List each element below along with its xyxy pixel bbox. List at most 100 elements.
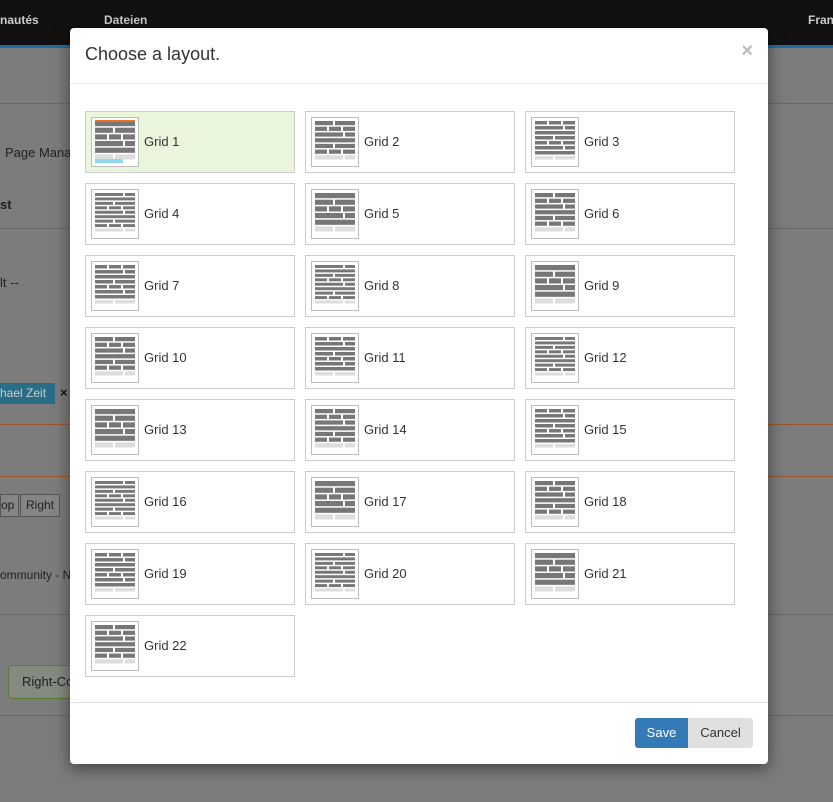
layout-option[interactable]: Grid 7: [85, 255, 295, 317]
thumb-part: [535, 573, 563, 579]
thumb-part: [95, 337, 113, 342]
select[interactable]: lt --: [0, 275, 19, 290]
layout-option[interactable]: Grid 20: [305, 543, 515, 605]
thumb-part: [335, 199, 355, 205]
thumb-part: [335, 487, 355, 493]
thumb-part: [95, 507, 113, 511]
thumb-part: [329, 414, 341, 419]
thumb-part: [343, 437, 355, 442]
nav-item[interactable]: Dateien: [104, 13, 148, 27]
layout-option[interactable]: Grid 16: [85, 471, 295, 533]
layout-option[interactable]: Grid 12: [525, 327, 735, 389]
layout-thumbnail: [91, 189, 139, 239]
thumb-part: [345, 501, 355, 507]
cancel-button[interactable]: Cancel: [688, 718, 753, 748]
save-button[interactable]: Save: [635, 718, 688, 748]
thumb-part: [555, 156, 575, 160]
layout-option[interactable]: Grid 19: [85, 543, 295, 605]
layout-option[interactable]: Grid 14: [305, 399, 515, 461]
thumb-part: [335, 291, 355, 295]
thumb-part: [315, 296, 327, 300]
layout-option[interactable]: Grid 5: [305, 183, 515, 245]
thumb-part: [315, 507, 355, 513]
layout-option[interactable]: Grid 1: [85, 111, 295, 173]
thumb-part: [315, 588, 343, 592]
close-button[interactable]: ×: [741, 40, 753, 62]
thumb-part: [125, 659, 135, 664]
thumb-part: [343, 357, 355, 361]
thumb-part: [535, 146, 563, 150]
thumb-part: [535, 285, 563, 291]
button[interactable]: op: [0, 494, 19, 517]
tag-remove[interactable]: ×: [60, 385, 68, 400]
thumb-part: [315, 132, 343, 137]
thumb-part: [343, 206, 355, 212]
layout-option[interactable]: Grid 10: [85, 327, 295, 389]
thumb-part: [125, 516, 135, 520]
thumb-part: [535, 368, 547, 372]
thumb-part: [123, 573, 135, 577]
thumb-part: [115, 201, 135, 205]
layout-option[interactable]: Grid 22: [85, 615, 295, 677]
thumb-part: [315, 437, 327, 442]
layout-option[interactable]: Grid 2: [305, 111, 515, 173]
thumb-part: [535, 221, 547, 226]
layout-option[interactable]: Grid 17: [305, 471, 515, 533]
thumb-part: [95, 485, 135, 489]
layout-label: Grid 13: [144, 422, 187, 437]
thumb-part: [315, 337, 327, 341]
thumb-part: [123, 422, 135, 428]
thumb-part: [563, 409, 575, 413]
layout-option[interactable]: Grid 4: [85, 183, 295, 245]
thumb-part: [95, 342, 107, 347]
thumb-part: [565, 285, 575, 291]
button[interactable]: Right: [20, 494, 60, 517]
layout-option[interactable]: Grid 8: [305, 255, 515, 317]
layout-thumbnail: [531, 549, 579, 599]
thumb-part: [95, 653, 107, 658]
thumb-part: [535, 156, 553, 160]
thumb-part: [555, 424, 575, 428]
layout-label: Grid 22: [144, 638, 187, 653]
thumb-part: [115, 625, 135, 630]
thumb-part: [555, 559, 575, 565]
layout-option[interactable]: Grid 11: [305, 327, 515, 389]
thumb-part: [565, 414, 575, 418]
modal-footer: [70, 702, 768, 703]
thumb-part: [535, 444, 553, 448]
thumb-part: [329, 584, 341, 588]
layout-option[interactable]: Grid 13: [85, 399, 295, 461]
thumb-part: [95, 583, 135, 587]
thumb-part: [95, 134, 107, 140]
layout-option[interactable]: Grid 15: [525, 399, 735, 461]
layout-label: Grid 15: [584, 422, 627, 437]
thumb-part: [563, 141, 575, 145]
thumb-part: [345, 342, 355, 346]
thumb-part: [345, 132, 355, 137]
nav-user[interactable]: Frank: [808, 13, 833, 27]
layout-option[interactable]: Grid 9: [525, 255, 735, 317]
thumb-part: [329, 437, 341, 442]
thumb-part: [95, 498, 123, 502]
thumb-part: [95, 422, 107, 428]
layout-label: Grid 18: [584, 494, 627, 509]
thumb-part: [345, 443, 355, 448]
nav-item[interactable]: nautés: [0, 13, 39, 27]
layout-thumbnail: [91, 549, 139, 599]
label: Page Manag: [5, 145, 79, 160]
thumb-part: [109, 365, 121, 370]
thumb-part: [109, 265, 121, 269]
layout-label: Grid 8: [364, 278, 400, 293]
thumb-part: [315, 342, 343, 346]
layout-option[interactable]: Grid 3: [525, 111, 735, 173]
thumb-part: [95, 489, 113, 493]
thumb-part: [555, 136, 575, 140]
thumb-part: [125, 578, 135, 582]
layout-label: Grid 5: [364, 206, 400, 221]
thumb-part: [95, 219, 113, 223]
layout-option[interactable]: Grid 6: [525, 183, 735, 245]
thumb-part: [315, 269, 355, 273]
thumb-part: [315, 553, 343, 556]
layout-option[interactable]: Grid 18: [525, 471, 735, 533]
layout-option[interactable]: Grid 21: [525, 543, 735, 605]
